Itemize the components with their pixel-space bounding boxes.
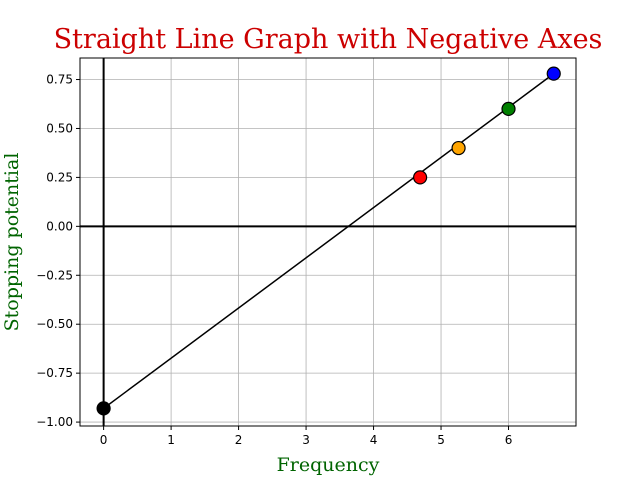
- data-point: [413, 170, 428, 185]
- y-tick-label: −0.75: [36, 366, 73, 380]
- x-tick-label: 3: [302, 433, 310, 447]
- x-tick-label: 4: [370, 433, 378, 447]
- y-tick-label: 0.00: [46, 219, 73, 233]
- zero-axes: [80, 58, 576, 426]
- data-point: [451, 140, 466, 156]
- data-point: [96, 401, 111, 416]
- y-tick-label: −0.25: [36, 268, 73, 282]
- x-tick-label: 2: [235, 433, 243, 447]
- x-tick-label: 6: [505, 433, 513, 447]
- y-tick-label: 0.25: [46, 170, 73, 184]
- line-series: [103, 73, 555, 409]
- x-tick-label: 1: [167, 433, 175, 447]
- plot-frame: [79, 57, 577, 427]
- y-tick-label: 0.50: [46, 121, 73, 135]
- data-point: [546, 66, 561, 81]
- data-points: [96, 66, 561, 416]
- data-point: [501, 101, 516, 116]
- x-ticks: 0 1 2 3 4 5 6: [100, 426, 513, 447]
- y-tick-label: 0.75: [46, 73, 73, 87]
- y-axis-label: Stopping potential: [1, 153, 23, 332]
- y-tick-label: −0.50: [36, 317, 73, 331]
- fit-line: [103, 73, 555, 409]
- y-tick-label: −1.00: [36, 415, 73, 429]
- chart-title: Straight Line Graph with Negative Axes: [54, 24, 603, 55]
- x-tick-label: 5: [437, 433, 445, 447]
- x-axis-label: Frequency: [277, 454, 380, 476]
- y-ticks: −1.00 −0.75 −0.50 −0.25 0.00 0.25 0.50 0.75: [36, 73, 80, 429]
- x-tick-label: 0: [100, 433, 108, 447]
